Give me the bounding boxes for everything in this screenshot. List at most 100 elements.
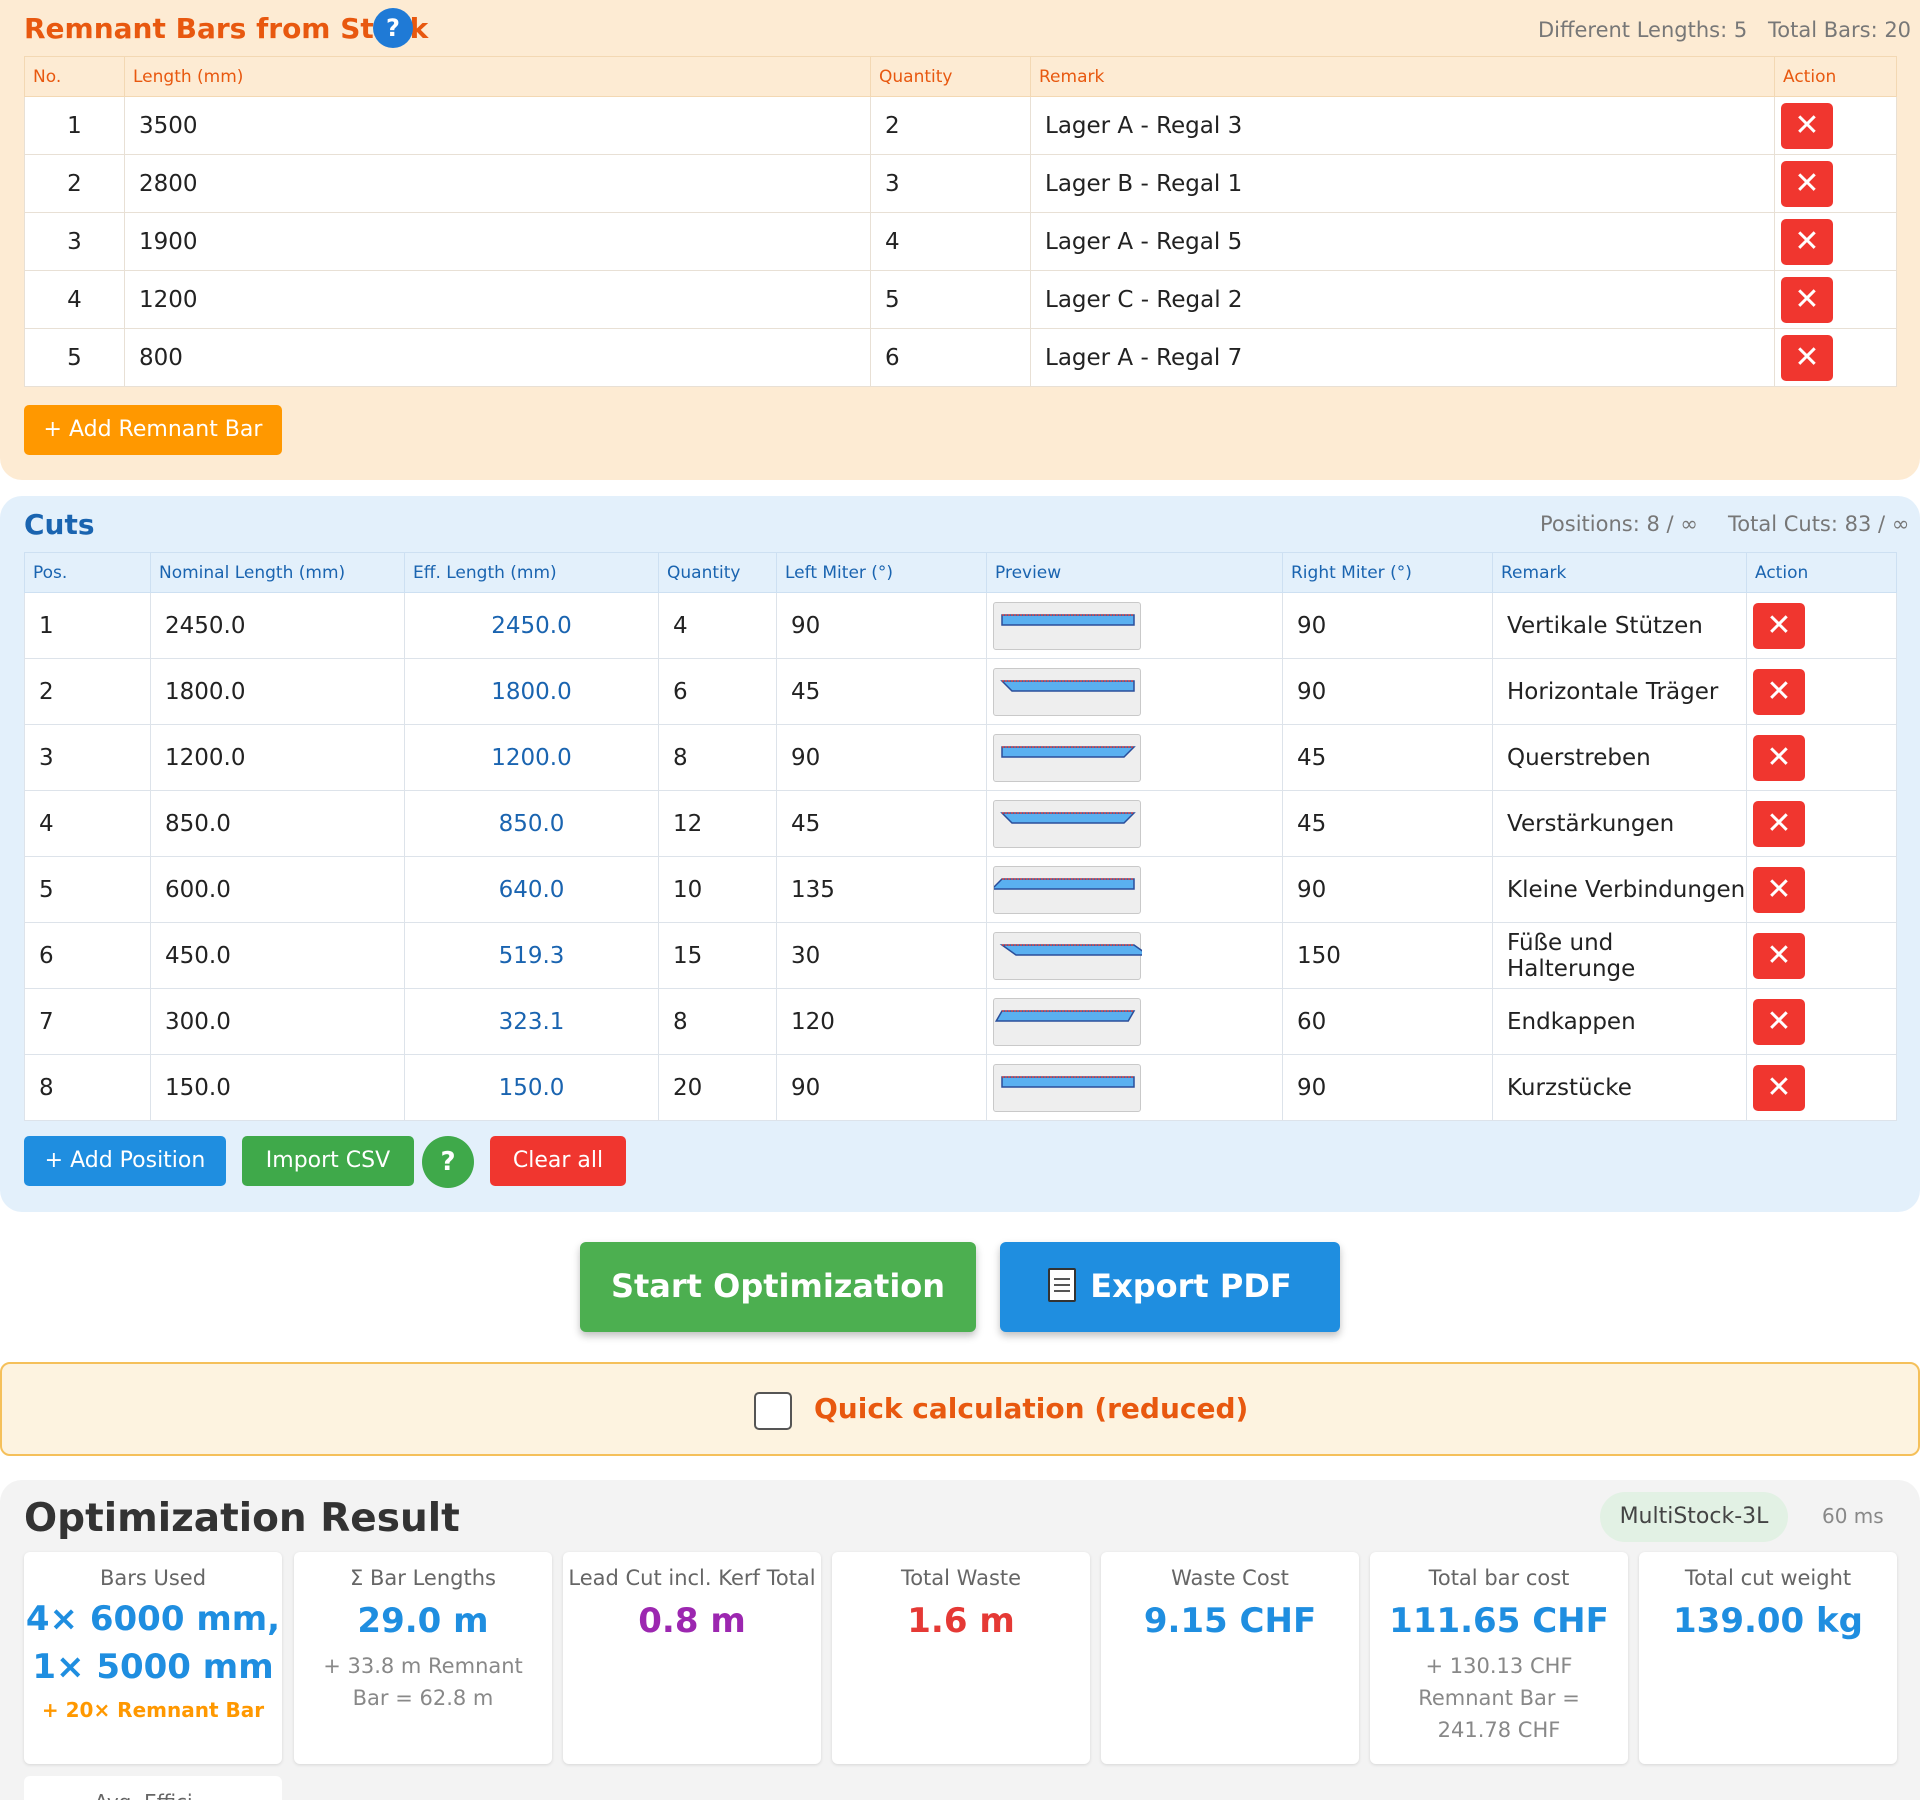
delete-button[interactable]: ✕ [1753,932,1805,979]
delete-button[interactable]: ✕ [1781,218,1833,265]
delete-button[interactable]: ✕ [1753,734,1805,781]
cut-right-miter-input[interactable]: 90 [1282,658,1493,725]
delete-button[interactable]: ✕ [1753,800,1805,847]
cut-left-miter-input[interactable]: 135 [776,856,987,923]
cut-quantity-input[interactable]: 8 [658,988,777,1055]
cut-remark-input[interactable]: Kurzstücke [1492,1054,1747,1121]
import-help-button[interactable]: ? [422,1136,474,1188]
remnant-no: 3 [24,212,125,271]
cut-left-miter-input[interactable]: 90 [776,592,987,659]
remnant-remark-input[interactable]: Lager A - Regal 5 [1030,212,1775,271]
remnant-length-input[interactable]: 2800 [124,154,871,213]
remnant-quantity-input[interactable]: 4 [870,212,1031,271]
cut-right-miter-input[interactable]: 150 [1282,922,1493,989]
remnant-different-lengths: Different Lengths: 5 [1538,18,1748,42]
quick-calculation-label[interactable]: Quick calculation (reduced) [814,1392,1249,1425]
cut-left-miter-input[interactable]: 45 [776,790,987,857]
remnant-length-input[interactable]: 3500 [124,96,871,155]
cut-quantity-input[interactable]: 4 [658,592,777,659]
cut-eff-length: 150.0 [404,1054,659,1121]
quick-calculation-checkbox[interactable] [754,1392,792,1430]
remnant-no: 1 [24,96,125,155]
remnant-length-input[interactable]: 1200 [124,270,871,329]
remnant-length-input[interactable]: 1900 [124,212,871,271]
cut-quantity-input[interactable]: 6 [658,658,777,725]
import-csv-button[interactable]: Import CSV [242,1136,414,1186]
cut-right-miter-input[interactable]: 45 [1282,724,1493,791]
lead-cut-card: Lead Cut incl. Kerf Total 0.8 m [563,1552,821,1764]
cut-nominal-length-input[interactable]: 850.0 [150,790,405,857]
cut-preview [993,799,1141,848]
cut-quantity-input[interactable]: 15 [658,922,777,989]
action-cell: ✕ [1746,592,1897,659]
remnant-length-input[interactable]: 800 [124,328,871,387]
total-cut-weight-label: Total cut weight [1684,1566,1852,1590]
remnant-remark-input[interactable]: Lager C - Regal 2 [1030,270,1775,329]
cut-remark-input[interactable]: Kleine Verbindungen [1492,856,1747,923]
delete-button[interactable]: ✕ [1753,1064,1805,1111]
cuts-title: Cuts [24,508,95,541]
cut-right-miter-input[interactable]: 45 [1282,790,1493,857]
cut-remark-input[interactable]: Querstreben [1492,724,1747,791]
remnant-remark-input[interactable]: Lager B - Regal 1 [1030,154,1775,213]
export-pdf-label: Export PDF [1090,1267,1292,1305]
cut-quantity-input[interactable]: 12 [658,790,777,857]
waste-cost-label: Waste Cost [1171,1566,1289,1590]
cut-left-miter-input[interactable]: 120 [776,988,987,1055]
cut-nominal-length-input[interactable]: 300.0 [150,988,405,1055]
cut-remark-input[interactable]: Endkappen [1492,988,1747,1055]
remnant-quantity-input[interactable]: 2 [870,96,1031,155]
cut-right-miter-input[interactable]: 90 [1282,592,1493,659]
cut-nominal-length-input[interactable]: 2450.0 [150,592,405,659]
remnant-header-row: No. Length (mm) Quantity Remark Action [24,56,1897,97]
start-optimization-button[interactable]: Start Optimization [580,1242,976,1332]
delete-button[interactable]: ✕ [1781,102,1833,149]
cut-left-miter-input[interactable]: 45 [776,658,987,725]
delete-button[interactable]: ✕ [1753,998,1805,1045]
delete-button[interactable]: ✕ [1781,160,1833,207]
remnant-quantity-input[interactable]: 3 [870,154,1031,213]
cut-left-miter-input[interactable]: 30 [776,922,987,989]
cut-remark-input[interactable]: Horizontale Träger [1492,658,1747,725]
delete-button[interactable]: ✕ [1781,334,1833,381]
delete-button[interactable]: ✕ [1753,866,1805,913]
cut-nominal-length-input[interactable]: 150.0 [150,1054,405,1121]
cut-remark-input[interactable]: Verstärkungen [1492,790,1747,857]
cut-right-miter-input[interactable]: 60 [1282,988,1493,1055]
remnant-remark-input[interactable]: Lager A - Regal 7 [1030,328,1775,387]
cut-nominal-length-input[interactable]: 450.0 [150,922,405,989]
cut-preview [993,865,1141,914]
delete-button[interactable]: ✕ [1781,276,1833,323]
remnant-quantity-input[interactable]: 5 [870,270,1031,329]
cut-eff-length: 1800.0 [404,658,659,725]
add-remnant-bar-button[interactable]: + Add Remnant Bar [24,405,282,455]
cut-remark-input[interactable]: Vertikale Stützen [1492,592,1747,659]
add-position-button[interactable]: + Add Position [24,1136,226,1186]
total-bar-cost-sub-2: Remnant Bar = [1418,1686,1580,1710]
total-bar-cost-value: 111.65 CHF [1389,1601,1609,1641]
cut-quantity-input[interactable]: 8 [658,724,777,791]
table-row: 3 1200.0 1200.0 8 90 45 Querstreben ✕ [24,724,1897,791]
remnant-help-button[interactable]: ? [373,8,413,48]
cut-right-miter-input[interactable]: 90 [1282,1054,1493,1121]
cut-nominal-length-input[interactable]: 600.0 [150,856,405,923]
delete-button[interactable]: ✕ [1753,602,1805,649]
total-bar-cost-sub-1: + 130.13 CHF [1425,1654,1573,1678]
remnant-remark-input[interactable]: Lager A - Regal 3 [1030,96,1775,155]
cut-nominal-length-input[interactable]: 1200.0 [150,724,405,791]
remnant-quantity-input[interactable]: 6 [870,328,1031,387]
export-pdf-button[interactable]: Export PDF [1000,1242,1340,1332]
cut-nominal-length-input[interactable]: 1800.0 [150,658,405,725]
cut-quantity-input[interactable]: 20 [658,1054,777,1121]
lead-cut-value: 0.8 m [638,1601,746,1641]
cut-right-miter-input[interactable]: 90 [1282,856,1493,923]
cut-quantity-input[interactable]: 10 [658,856,777,923]
cut-left-miter-input[interactable]: 90 [776,724,987,791]
remnant-no: 5 [24,328,125,387]
delete-button[interactable]: ✕ [1753,668,1805,715]
algorithm-badge: MultiStock-3L [1600,1492,1788,1542]
cut-left-miter-input[interactable]: 90 [776,1054,987,1121]
table-row: 8 150.0 150.0 20 90 90 Kurzstücke ✕ [24,1054,1897,1121]
clear-all-button[interactable]: Clear all [490,1136,626,1186]
cut-remark-input[interactable]: Füße und Halterunge [1492,922,1747,989]
